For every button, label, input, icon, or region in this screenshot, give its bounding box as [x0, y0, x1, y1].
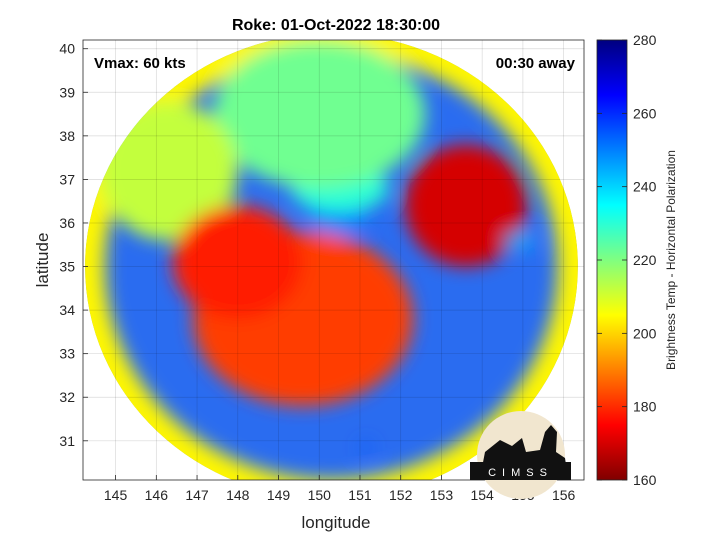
vmax-annotation: Vmax: 60 kts	[94, 55, 186, 72]
colorbar-tick-label: 160	[633, 472, 657, 488]
y-tick-label: 32	[59, 389, 75, 405]
y-axis: 31 32 33 34 35 36 37 38 39 40	[59, 41, 88, 449]
y-tick-label: 39	[59, 84, 75, 100]
x-tick-label: 147	[185, 487, 209, 503]
y-tick-label: 36	[59, 215, 75, 231]
x-tick-label: 151	[348, 487, 372, 503]
y-tick-label: 31	[59, 433, 75, 449]
colorbar-label: Brightness Temp - Horizontal Polarizatio…	[664, 150, 678, 370]
x-tick-label: 150	[308, 487, 332, 503]
colorbar-tick-label: 220	[633, 252, 657, 268]
colorbar-tick-label: 240	[633, 179, 657, 195]
grid	[83, 40, 584, 480]
y-tick-label: 38	[59, 128, 75, 144]
x-tick-label: 148	[226, 487, 250, 503]
y-tick-label: 34	[59, 302, 75, 318]
temperature-feature	[213, 40, 426, 189]
x-axis-label: longitude	[301, 513, 370, 532]
plot-frame	[82, 39, 585, 481]
colorbar-ticks: 160 180 200 220 240 260 280	[597, 32, 657, 488]
x-tick-label: 146	[145, 487, 169, 503]
y-tick-label: 35	[59, 259, 75, 275]
x-tick-label: 154	[470, 487, 494, 503]
colorbar-tick-label: 260	[633, 105, 657, 121]
temperature-feature	[99, 100, 238, 241]
temperature-feature	[404, 144, 527, 267]
colorbar-tick-label: 280	[633, 32, 657, 48]
colorbar-tick-label: 180	[633, 399, 657, 415]
temperature-feature	[503, 231, 535, 250]
y-tick-label: 40	[59, 41, 75, 57]
y-tick-label: 33	[59, 346, 75, 362]
x-tick-label: 156	[552, 487, 576, 503]
logo-text: CIMSS	[488, 467, 553, 479]
swath-image	[85, 40, 578, 480]
y-tick-label: 37	[59, 171, 75, 187]
colorbar-tick-label: 200	[633, 325, 657, 341]
chart-title: Roke: 01-Oct-2022 18:30:00	[232, 17, 440, 34]
y-axis-label: latitude	[33, 233, 52, 288]
time-away-annotation: 00:30 away	[496, 55, 576, 72]
x-tick-label: 149	[267, 487, 291, 503]
x-tick-label: 145	[104, 487, 128, 503]
temperature-feature	[172, 205, 303, 319]
temperature-feature	[359, 442, 373, 453]
x-tick-label: 152	[389, 487, 413, 503]
cimss-logo: CIMSS	[470, 411, 571, 499]
x-tick-label: 153	[430, 487, 454, 503]
logo-banner	[470, 462, 571, 480]
